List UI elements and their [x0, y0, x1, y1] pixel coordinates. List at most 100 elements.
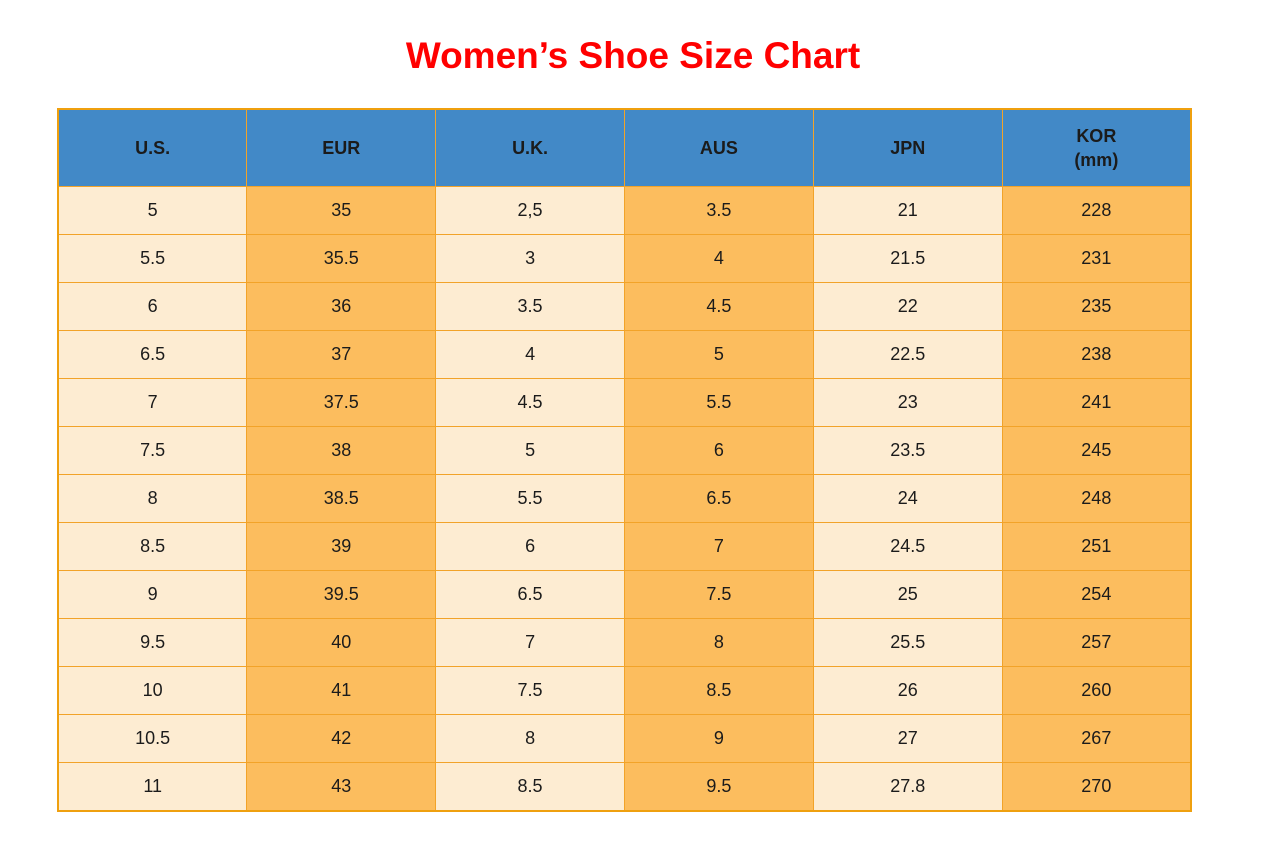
- table-cell: 4.5: [435, 378, 625, 427]
- table-cell: 27.8: [812, 762, 1003, 812]
- table-cell: 251: [1001, 522, 1192, 571]
- table-cell: 254: [1001, 570, 1192, 619]
- table-cell: 10: [57, 666, 248, 715]
- column-header-eur: EUR: [246, 108, 437, 187]
- table-cell: 38: [246, 426, 437, 475]
- table-cell: 5.5: [623, 378, 814, 427]
- table-cell: 5: [623, 330, 814, 379]
- table-cell: 21: [812, 186, 1003, 235]
- table-cell: 24: [812, 474, 1003, 523]
- table-cell: 35: [246, 186, 437, 235]
- page-title: Women’s Shoe Size Chart: [405, 35, 861, 76]
- table-cell: 267: [1001, 714, 1192, 763]
- table-cell: 6: [435, 522, 625, 571]
- table-cell: 238: [1001, 330, 1192, 379]
- table-cell: 6.5: [57, 330, 248, 379]
- table-cell: 9.5: [623, 762, 814, 812]
- table-cell: 6: [623, 426, 814, 475]
- table-cell: 36: [246, 282, 437, 331]
- table-header-row: U.S. EUR U.K. AUS JPN KOR (mm): [57, 108, 1192, 187]
- table-cell: 228: [1001, 186, 1192, 235]
- table-row: 11 43 8.5 9.5 27.8 270: [57, 762, 1192, 812]
- table-row: 5.5 35.5 3 4 21.5 231: [57, 234, 1192, 283]
- table-cell: 7: [57, 378, 248, 427]
- table-cell: 22.5: [812, 330, 1003, 379]
- table-cell: 25: [812, 570, 1003, 619]
- table-cell: 9.5: [57, 618, 248, 667]
- table-cell: 248: [1001, 474, 1192, 523]
- table-cell: 5.5: [435, 474, 625, 523]
- table-cell: 5: [435, 426, 625, 475]
- column-header-jpn: JPN: [812, 108, 1003, 187]
- table-row: 10.5 42 8 9 27 267: [57, 714, 1192, 763]
- table-row: 5 35 2,5 3.5 21 228: [57, 186, 1192, 235]
- column-header-kor-unit: (mm): [1074, 150, 1119, 170]
- table-cell: 26: [812, 666, 1003, 715]
- table-cell: 42: [246, 714, 437, 763]
- table-cell: 39.5: [246, 570, 437, 619]
- table-cell: 3.5: [623, 186, 814, 235]
- table-cell: 4.5: [623, 282, 814, 331]
- table-cell: 260: [1001, 666, 1192, 715]
- table-cell: 10.5: [57, 714, 248, 763]
- table-cell: 245: [1001, 426, 1192, 475]
- table-cell: 6: [57, 282, 248, 331]
- table-cell: 5: [57, 186, 248, 235]
- table-row: 6.5 37 4 5 22.5 238: [57, 330, 1192, 379]
- table-cell: 22: [812, 282, 1003, 331]
- table-cell: 27: [812, 714, 1003, 763]
- table-cell: 3: [435, 234, 625, 283]
- table-cell: 24.5: [812, 522, 1003, 571]
- table-cell: 38.5: [246, 474, 437, 523]
- table-cell: 7.5: [435, 666, 625, 715]
- table-cell: 8: [623, 618, 814, 667]
- table-cell: 11: [57, 762, 248, 812]
- table-cell: 39: [246, 522, 437, 571]
- table-cell: 35.5: [246, 234, 437, 283]
- table-row: 6 36 3.5 4.5 22 235: [57, 282, 1192, 331]
- table-body: 5 35 2,5 3.5 21 228 5.5 35.5 3 4 21.5 23…: [57, 186, 1192, 812]
- table-cell: 23: [812, 378, 1003, 427]
- table-cell: 6.5: [623, 474, 814, 523]
- column-header-kor: KOR (mm): [1001, 108, 1192, 187]
- shoe-size-table: U.S. EUR U.K. AUS JPN KOR (mm) 5 35 2,5 3…: [57, 108, 1192, 812]
- table-cell: 257: [1001, 618, 1192, 667]
- table-cell: 8.5: [623, 666, 814, 715]
- table-cell: 4: [435, 330, 625, 379]
- table-cell: 21.5: [812, 234, 1003, 283]
- column-header-aus: AUS: [623, 108, 814, 187]
- table-cell: 8: [435, 714, 625, 763]
- table-cell: 3.5: [435, 282, 625, 331]
- table-cell: 2,5: [435, 186, 625, 235]
- table-cell: 37.5: [246, 378, 437, 427]
- column-header-us: U.S.: [57, 108, 248, 187]
- table-cell: 8.5: [57, 522, 248, 571]
- table-cell: 270: [1001, 762, 1192, 812]
- table-cell: 7: [435, 618, 625, 667]
- table-row: 7 37.5 4.5 5.5 23 241: [57, 378, 1192, 427]
- table-cell: 4: [623, 234, 814, 283]
- table-cell: 25.5: [812, 618, 1003, 667]
- table-cell: 8: [57, 474, 248, 523]
- column-header-uk: U.K.: [435, 108, 625, 187]
- column-header-kor-label: KOR: [1076, 126, 1117, 146]
- table-row: 7.5 38 5 6 23.5 245: [57, 426, 1192, 475]
- table-cell: 241: [1001, 378, 1192, 427]
- table-cell: 40: [246, 618, 437, 667]
- table-cell: 8.5: [435, 762, 625, 812]
- table-cell: 7.5: [623, 570, 814, 619]
- table-cell: 23.5: [812, 426, 1003, 475]
- table-cell: 6.5: [435, 570, 625, 619]
- table-row: 8.5 39 6 7 24.5 251: [57, 522, 1192, 571]
- table-cell: 231: [1001, 234, 1192, 283]
- table-cell: 9: [623, 714, 814, 763]
- table-row: 8 38.5 5.5 6.5 24 248: [57, 474, 1192, 523]
- table-row: 10 41 7.5 8.5 26 260: [57, 666, 1192, 715]
- table-cell: 235: [1001, 282, 1192, 331]
- table-row: 9 39.5 6.5 7.5 25 254: [57, 570, 1192, 619]
- table-cell: 5.5: [57, 234, 248, 283]
- table-cell: 7.5: [57, 426, 248, 475]
- table-row: 9.5 40 7 8 25.5 257: [57, 618, 1192, 667]
- table-cell: 7: [623, 522, 814, 571]
